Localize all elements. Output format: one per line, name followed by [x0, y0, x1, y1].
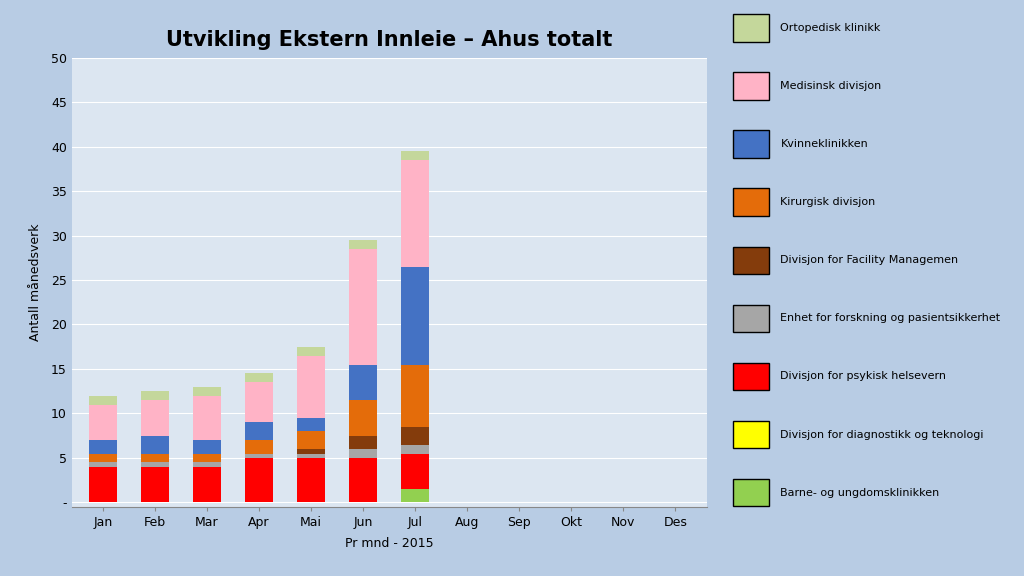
Bar [349, 400, 378, 435]
Text: Divisjon for diagnostikk og teknologi: Divisjon for diagnostikk og teknologi [780, 430, 984, 439]
Bar [245, 453, 273, 458]
Text: Divisjon for psykisk helsevern: Divisjon for psykisk helsevern [780, 372, 946, 381]
Bar [297, 431, 326, 449]
Text: Ortopedisk klinikk: Ortopedisk klinikk [780, 23, 881, 33]
Text: Medisinsk divisjon: Medisinsk divisjon [780, 81, 882, 91]
Bar [400, 445, 429, 453]
Text: Barne- og ungdomsklinikken: Barne- og ungdomsklinikken [780, 488, 940, 498]
Bar [297, 449, 326, 453]
Bar [400, 267, 429, 365]
Bar [349, 449, 378, 458]
Bar [297, 458, 326, 502]
Text: Kvinneklinikken: Kvinneklinikken [780, 139, 868, 149]
Bar [349, 435, 378, 449]
Bar [245, 422, 273, 440]
FancyBboxPatch shape [733, 420, 769, 448]
Bar [400, 427, 429, 445]
Bar [297, 418, 326, 431]
Bar [89, 467, 117, 502]
Bar [400, 489, 429, 502]
Bar [89, 396, 117, 404]
Bar [193, 396, 221, 440]
Bar [349, 249, 378, 365]
FancyBboxPatch shape [733, 247, 769, 274]
Bar [140, 453, 169, 463]
Bar [349, 365, 378, 400]
Bar [140, 435, 169, 453]
Bar [245, 382, 273, 422]
FancyBboxPatch shape [733, 188, 769, 216]
Bar [140, 391, 169, 400]
Bar [400, 160, 429, 267]
Bar [400, 151, 429, 160]
Bar [193, 453, 221, 463]
Bar [193, 386, 221, 396]
FancyBboxPatch shape [733, 130, 769, 158]
Bar [245, 373, 273, 382]
FancyBboxPatch shape [733, 479, 769, 506]
Bar [193, 463, 221, 467]
Bar [400, 365, 429, 427]
Bar [140, 463, 169, 467]
Bar [140, 400, 169, 435]
FancyBboxPatch shape [733, 305, 769, 332]
Bar [297, 453, 326, 458]
FancyBboxPatch shape [733, 363, 769, 391]
X-axis label: Pr mnd - 2015: Pr mnd - 2015 [345, 537, 433, 550]
Bar [349, 458, 378, 502]
Bar [245, 440, 273, 453]
Bar [89, 453, 117, 463]
Bar [140, 467, 169, 502]
Text: Kirurgisk divisjon: Kirurgisk divisjon [780, 198, 876, 207]
Y-axis label: Antall månedsverk: Antall månedsverk [30, 223, 42, 341]
Title: Utvikling Ekstern Innleie – Ahus totalt: Utvikling Ekstern Innleie – Ahus totalt [166, 31, 612, 51]
FancyBboxPatch shape [733, 14, 769, 42]
Text: Enhet for forskning og pasientsikkerhet: Enhet for forskning og pasientsikkerhet [780, 313, 1000, 323]
Bar [297, 355, 326, 418]
Bar [89, 404, 117, 440]
Bar [89, 440, 117, 453]
Bar [349, 240, 378, 249]
Bar [400, 453, 429, 489]
Text: Divisjon for Facility Managemen: Divisjon for Facility Managemen [780, 255, 958, 266]
FancyBboxPatch shape [733, 73, 769, 100]
Bar [193, 440, 221, 453]
Bar [193, 467, 221, 502]
Bar [89, 463, 117, 467]
Bar [297, 347, 326, 355]
Bar [245, 458, 273, 502]
